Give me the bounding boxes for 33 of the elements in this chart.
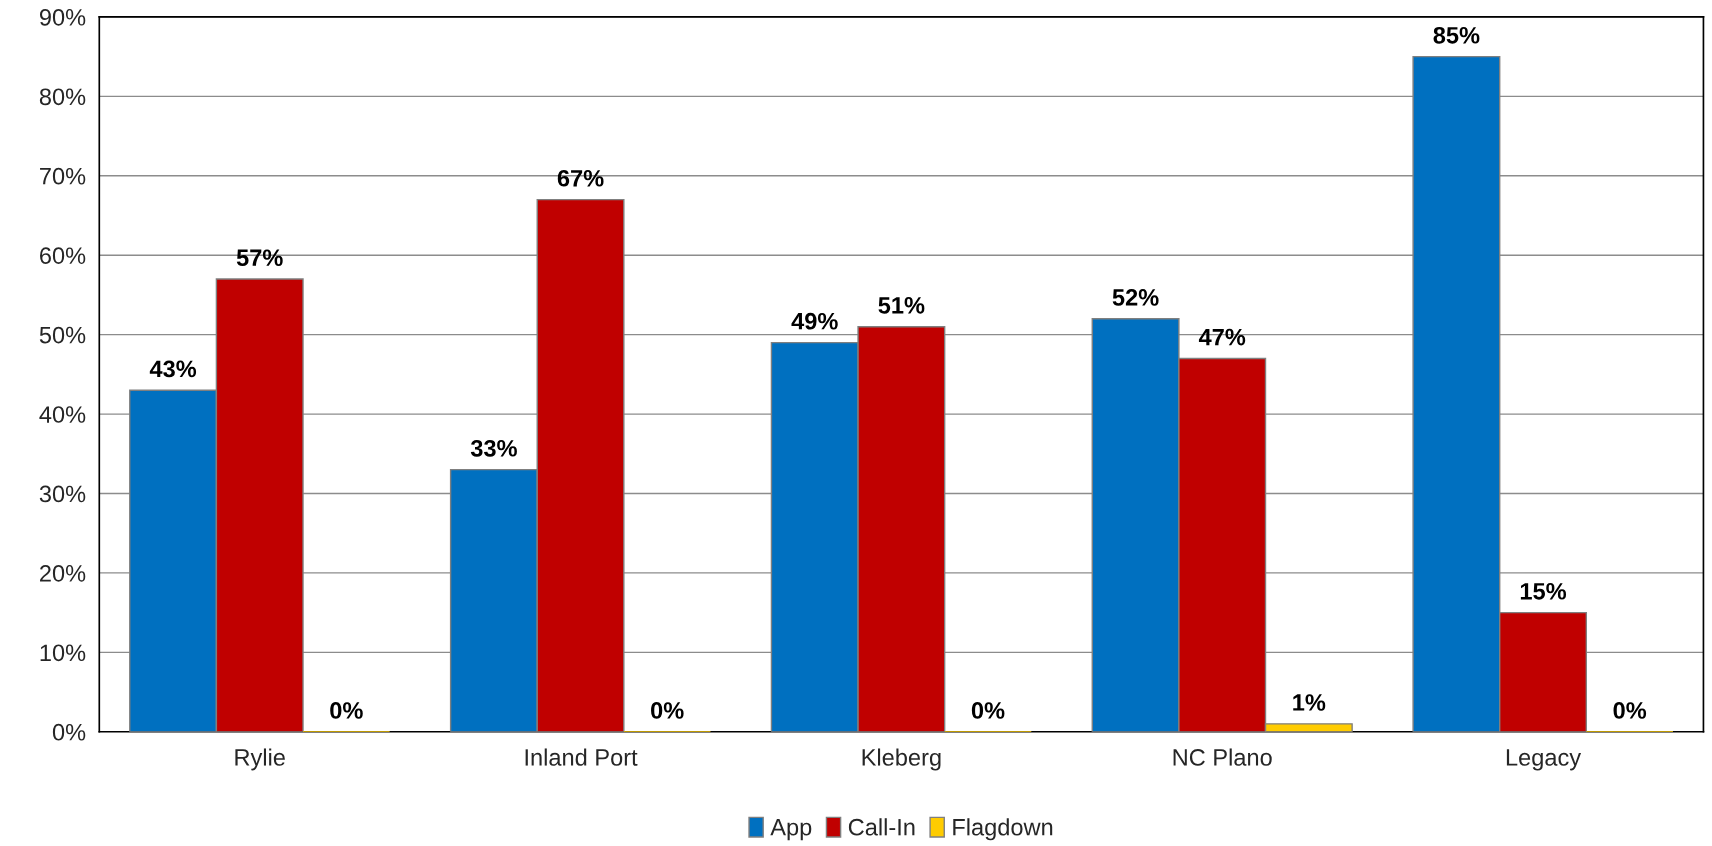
x-tick-label: Legacy xyxy=(1506,749,1582,771)
legend-label: Flagdown xyxy=(953,818,1053,841)
y-tick-label: 0% xyxy=(52,723,86,741)
y-tick-label: 40% xyxy=(39,406,86,423)
x-tick-label: Kleberg xyxy=(862,748,941,771)
x-tick-label: NC Plano xyxy=(1173,748,1272,766)
data-label: 0% xyxy=(1613,702,1647,719)
data-label: 67% xyxy=(557,169,604,187)
legend-label: Call-In xyxy=(848,818,915,836)
data-label: 0% xyxy=(330,702,363,719)
data-label: 52% xyxy=(1112,289,1159,306)
data-label: 0% xyxy=(971,702,1005,719)
y-tick-label: 50% xyxy=(39,326,86,344)
data-label: 47% xyxy=(1198,328,1246,346)
y-tick-label: 30% xyxy=(39,485,86,503)
data-label: 43% xyxy=(149,360,197,378)
y-tick-label: 10% xyxy=(40,644,86,662)
data-label: 49% xyxy=(791,312,838,330)
data-label: 57% xyxy=(236,249,283,267)
data-label: 0% xyxy=(651,702,684,719)
data-label: 33% xyxy=(470,439,517,457)
y-tick-label: 90% xyxy=(39,8,86,26)
y-tick-label: 60% xyxy=(40,247,86,264)
y-tick-label: 20% xyxy=(40,565,86,582)
x-tick-label: Inland Port xyxy=(525,748,638,766)
y-tick-label: 80% xyxy=(39,88,86,106)
y-tick-label: 70% xyxy=(40,167,86,185)
legend-label: App xyxy=(770,819,812,841)
x-tick-label: Rylie xyxy=(235,748,285,771)
data-label: 51% xyxy=(878,297,925,314)
data-label: 15% xyxy=(1520,582,1567,600)
data-label: 1% xyxy=(1293,694,1326,711)
data-label: 85% xyxy=(1433,26,1480,44)
